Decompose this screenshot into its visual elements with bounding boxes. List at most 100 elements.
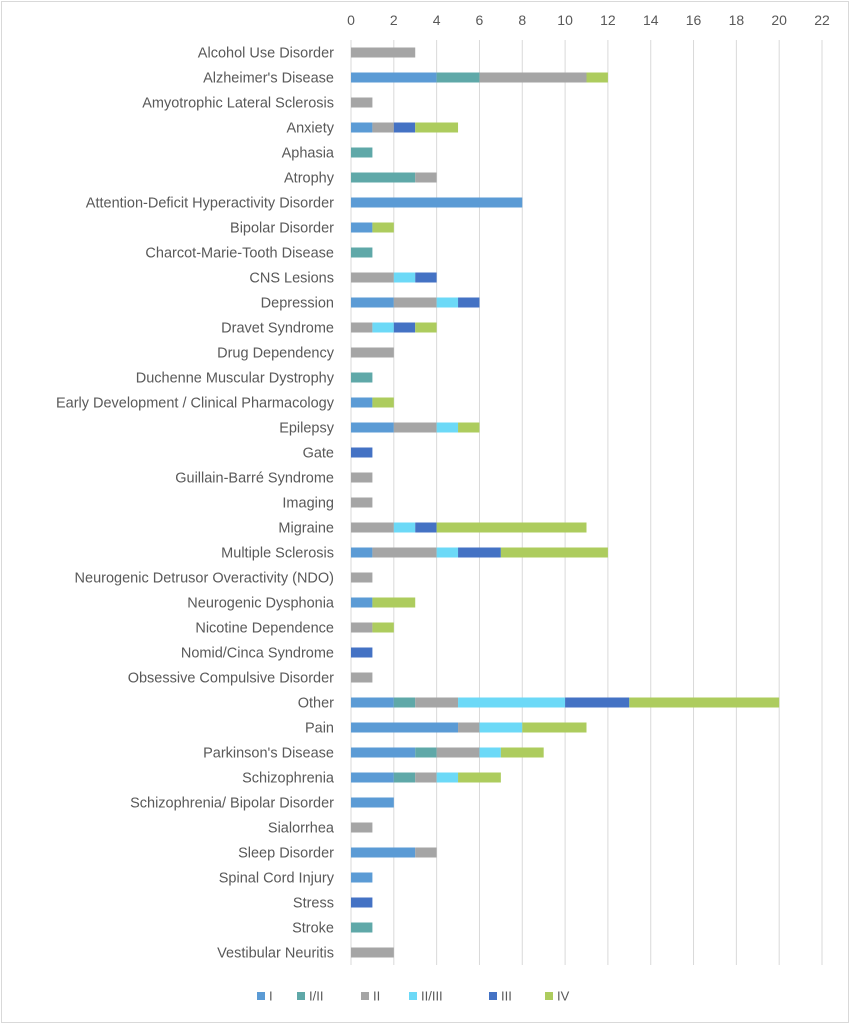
- x-tick-label: 16: [686, 12, 702, 28]
- bars: [351, 47, 780, 958]
- bar-segment-i-ii: [415, 747, 437, 758]
- category-label: Schizophrenia: [242, 771, 335, 787]
- bar-segment-i: [351, 297, 394, 308]
- x-tick-label: 2: [390, 12, 398, 28]
- category-label: Imaging: [282, 496, 334, 512]
- x-tick-label: 12: [600, 12, 616, 28]
- bar-segment-ii: [351, 622, 373, 633]
- category-label: Duchenne Muscular Dystrophy: [136, 371, 335, 387]
- category-label: Alzheimer's Disease: [203, 71, 334, 87]
- bar-segment-iii: [393, 122, 416, 133]
- bar-segment-ii-iii: [436, 547, 459, 558]
- bar-segment-ii: [351, 822, 373, 833]
- x-tick-label: 4: [433, 12, 441, 28]
- legend-label: III: [501, 989, 512, 1004]
- bar-segment-iii: [415, 522, 437, 533]
- category-label: Dravet Syndrome: [221, 321, 334, 337]
- category-label: Guillain-Barré Syndrome: [175, 471, 334, 487]
- bar-segment-ii: [351, 472, 373, 483]
- bar-segment-iii: [351, 447, 373, 458]
- x-tick-label: 22: [814, 12, 830, 28]
- category-label: Pain: [305, 721, 334, 737]
- category-label: Alcohol Use Disorder: [198, 46, 334, 62]
- bar-segment-iv: [436, 522, 587, 533]
- bar-segment-ii: [458, 722, 480, 733]
- bar-segment-ii-iii: [393, 272, 416, 283]
- bar-segment-iv: [629, 697, 780, 708]
- bar-segment-i: [351, 747, 416, 758]
- bar-segment-ii-iii: [458, 697, 566, 708]
- bar-segment-ii-iii: [479, 722, 523, 733]
- bar-segment-iv: [372, 622, 394, 633]
- x-tick-label: 6: [476, 12, 484, 28]
- bar-segment-iv: [372, 597, 416, 608]
- bar-segment-iii: [565, 697, 630, 708]
- bar-segment-i: [351, 597, 373, 608]
- x-tick-label: 8: [518, 12, 526, 28]
- bar-segment-ii: [351, 522, 394, 533]
- bar-segment-ii: [351, 322, 373, 333]
- bar-segment-ii-iii: [436, 422, 459, 433]
- bar-segment-ii-iii: [479, 747, 501, 758]
- bar-segment-ii: [415, 847, 437, 858]
- legend-label: I: [269, 989, 273, 1004]
- bar-segment-iv: [372, 222, 394, 233]
- bar-segment-ii-iii: [372, 322, 394, 333]
- category-label: Parkinson's Disease: [203, 746, 334, 762]
- category-label: Nomid/Cinca Syndrome: [181, 646, 334, 662]
- bar-segment-ii: [415, 697, 459, 708]
- bar-segment-i-ii: [393, 772, 416, 783]
- bar-segment-iii: [458, 547, 501, 558]
- bar-segment-ii: [351, 97, 373, 108]
- bar-segment-ii-iii: [436, 297, 459, 308]
- bar-segment-i: [351, 397, 373, 408]
- category-label: Epilepsy: [279, 421, 335, 437]
- bar-segment-iv: [458, 422, 480, 433]
- bar-segment-i: [351, 722, 459, 733]
- bar-segment-ii: [351, 497, 373, 508]
- bar-segment-i-ii: [393, 697, 416, 708]
- bar-segment-iii: [351, 647, 373, 658]
- category-labels: Alcohol Use Disorder Alzheimer's Disease A…: [56, 46, 335, 962]
- legend-label: I/II: [309, 989, 323, 1004]
- bar-segment-i-ii: [351, 922, 373, 933]
- bar-segment-ii: [436, 747, 480, 758]
- category-label: Spinal Cord Injury: [219, 871, 335, 887]
- bar-segment-i: [351, 72, 437, 83]
- bar-segment-ii: [393, 297, 437, 308]
- category-label: Charcot-Marie-Tooth Disease: [145, 246, 334, 262]
- legend-label: IV: [557, 989, 570, 1004]
- x-tick-label: 18: [729, 12, 745, 28]
- bar-segment-i-ii: [351, 147, 373, 158]
- legend-swatch: [409, 992, 417, 1000]
- category-label: CNS Lesions: [249, 271, 334, 287]
- bar-segment-i-ii: [351, 372, 373, 383]
- bar-segment-i: [351, 222, 373, 233]
- bar-segment-i: [351, 697, 394, 708]
- category-label: Gate: [303, 446, 334, 462]
- category-label: Sialorrhea: [268, 821, 335, 837]
- bar-segment-iii: [393, 322, 416, 333]
- category-label: Bipolar Disorder: [230, 221, 334, 237]
- category-label: Stress: [293, 896, 334, 912]
- bar-segment-ii-iii: [436, 772, 459, 783]
- bar-segment-iii: [458, 297, 480, 308]
- x-tick-label: 20: [771, 12, 787, 28]
- category-label: Early Development / Clinical Pharmacolog…: [56, 396, 335, 412]
- bar-segment-ii: [415, 772, 437, 783]
- bar-segment-iv: [372, 397, 394, 408]
- bar-segment-iii: [415, 272, 437, 283]
- bar-segment-i: [351, 547, 373, 558]
- bar-segment-i: [351, 847, 416, 858]
- bar-segment-i: [351, 872, 373, 883]
- category-label: Vestibular Neuritis: [217, 946, 334, 962]
- category-label: Neurogenic Detrusor Overactivity (NDO): [75, 571, 334, 587]
- bar-segment-i-ii: [351, 247, 373, 258]
- category-label: Nicotine Dependence: [195, 621, 334, 637]
- bar-segment-i: [351, 122, 373, 133]
- legend-swatch: [545, 992, 553, 1000]
- bar-segment-ii: [351, 947, 394, 958]
- legend-swatch: [361, 992, 369, 1000]
- category-label: Anxiety: [286, 121, 334, 137]
